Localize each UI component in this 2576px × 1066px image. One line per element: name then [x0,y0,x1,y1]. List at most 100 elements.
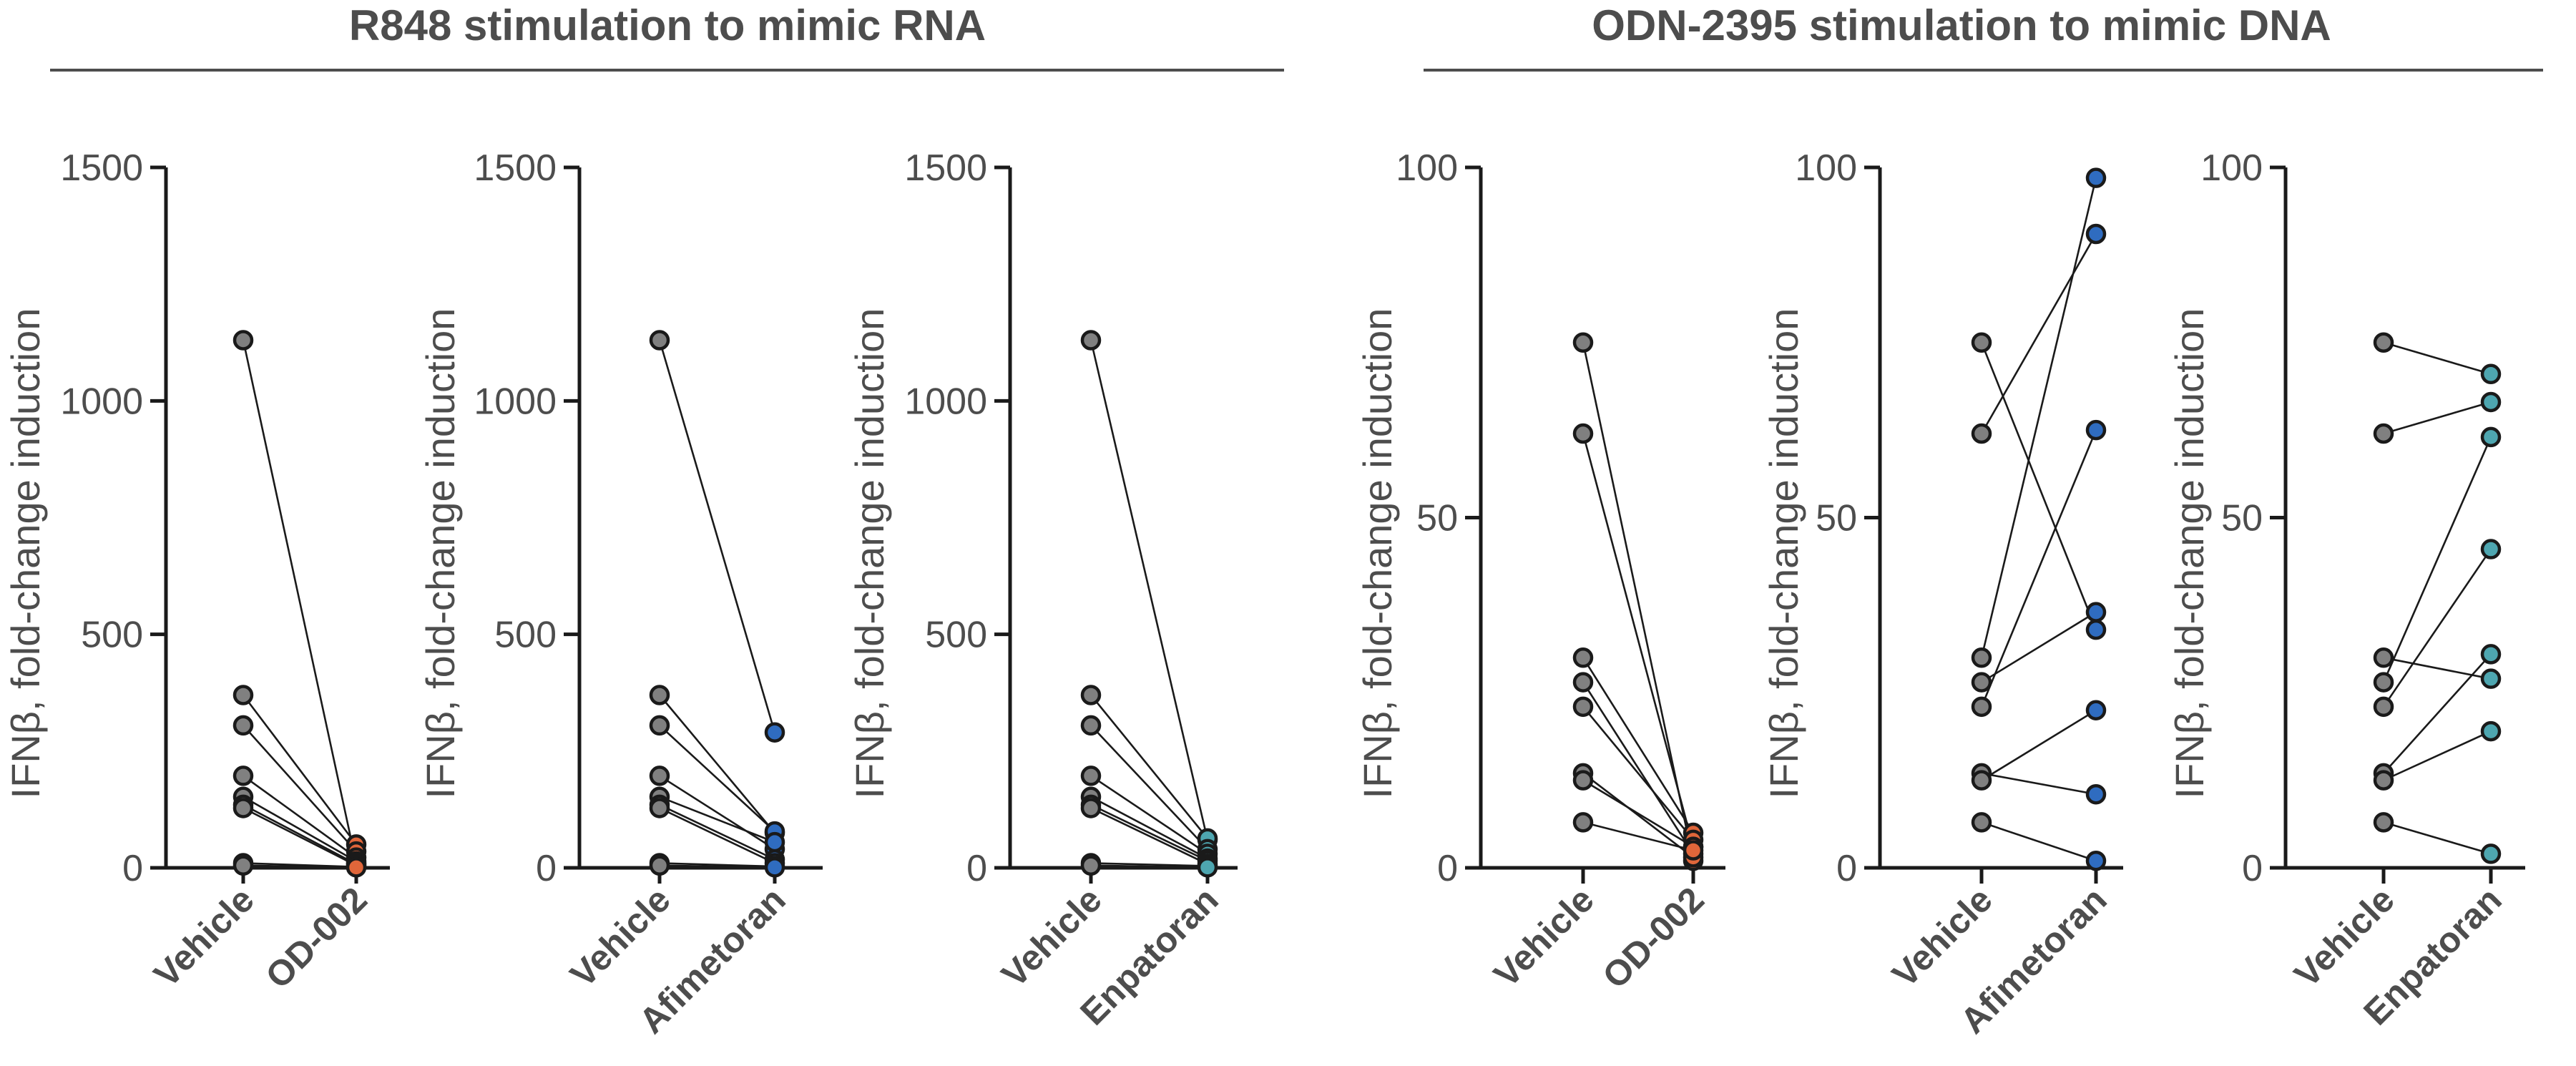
pair-line [2382,436,2492,683]
point-afimetoran [2085,419,2107,441]
x-tick-label: OD-002 [1595,879,1711,996]
point-od-002 [346,857,367,878]
y-tick-label: 500 [494,615,557,656]
pair-line [1582,681,1695,855]
pair-line [1090,862,1208,867]
point-od-002 [1683,840,1704,861]
point-afimetoran [2085,619,2107,640]
point-vehicle [2373,812,2394,833]
pair-line [243,796,357,862]
point-vehicle [2373,647,2394,668]
point-vehicle [232,330,254,351]
point-vehicle [232,685,254,705]
pair-line [659,724,775,833]
point-enpatoran [2480,363,2502,385]
point-vehicle [1971,812,1992,833]
point-vehicle [232,798,254,818]
point-vehicle [2373,770,2394,791]
point-vehicle [1572,672,1594,693]
y-tick-label: 500 [925,615,987,656]
y-axis-label: IFNβ, fold-change induction [1355,308,1400,799]
y-tick-label: 1000 [60,381,143,422]
point-vehicle [1080,766,1102,786]
point-afimetoran [764,831,785,853]
pair-line [2383,341,2492,376]
y-tick-label: 0 [966,848,987,889]
x-tick-label: Vehicle [994,879,1109,994]
pair-line [659,775,775,850]
x-tick-label: Vehicle [1884,879,1999,994]
y-axis-label: IFNβ, fold-change induction [847,308,892,799]
x-tick-label: Vehicle [1486,879,1601,994]
point-vehicle [1080,855,1102,876]
pair-line [243,807,357,866]
group-dna: ODN-2395 stimulation to mimic DNA [1424,1,2543,72]
x-tick-label: OD-002 [258,879,374,996]
y-axis-label: IFNβ, fold-change induction [2167,308,2212,799]
point-enpatoran [2480,426,2502,448]
point-afimetoran [2085,700,2107,720]
pair-line [1582,779,1694,848]
point-vehicle [232,715,254,736]
point-vehicle [1572,812,1594,833]
y-tick-label: 0 [536,848,557,889]
pair-line [659,862,775,868]
y-tick-label: 50 [1816,498,1857,539]
point-afimetoran [2085,783,2107,805]
point-enpatoran [2480,539,2502,559]
y-tick-label: 1500 [60,147,143,189]
pair-line [659,694,775,833]
point-vehicle [232,766,254,786]
y-axis-label: IFNβ, fold-change induction [1761,308,1806,799]
pair-line [1980,233,2097,434]
point-enpatoran [2480,644,2502,665]
pair-line [242,340,358,864]
point-afimetoran [764,857,785,878]
point-vehicle [1572,423,1594,444]
point-afimetoran [2085,167,2107,188]
pair-line [243,864,357,869]
pair-line [2383,657,2492,680]
pair-line [1582,657,1695,833]
point-vehicle [2373,423,2394,444]
pair-line [658,340,776,733]
point-vehicle [2373,332,2394,353]
y-axis-label: IFNβ, fold-change induction [3,308,48,799]
point-vehicle [1572,647,1594,668]
point-vehicle [1971,423,1992,444]
pair-line [1981,772,2097,796]
pair-line [659,807,775,864]
point-vehicle [2373,696,2394,718]
point-enpatoran [2480,391,2502,413]
pair-line [1582,772,1694,859]
point-vehicle [1971,672,1992,693]
x-tick-label: Vehicle [562,879,677,994]
point-vehicle [649,330,670,351]
y-tick-label: 100 [1795,147,1857,189]
point-afimetoran [764,722,785,743]
pair-line [1582,433,1695,847]
pair-line [1981,709,2097,781]
y-tick-label: 0 [1437,848,1458,889]
pair-line [242,694,358,846]
y-tick-label: 0 [2242,848,2263,889]
pair-line [659,796,775,843]
point-vehicle [1572,696,1594,718]
pair-line [1981,611,2097,683]
point-vehicle [1080,330,1102,351]
pair-line [1980,177,2097,658]
pair-line [1090,807,1208,865]
pair-line [1582,821,1694,851]
y-tick-label: 50 [2221,498,2263,539]
point-vehicle [1971,770,1992,791]
pair-line [1582,706,1695,841]
pair-line [1090,775,1208,855]
group-title-dna: ODN-2395 stimulation to mimic DNA [1592,1,2331,49]
pair-line [1090,803,1208,862]
pair-line [1090,796,1208,860]
